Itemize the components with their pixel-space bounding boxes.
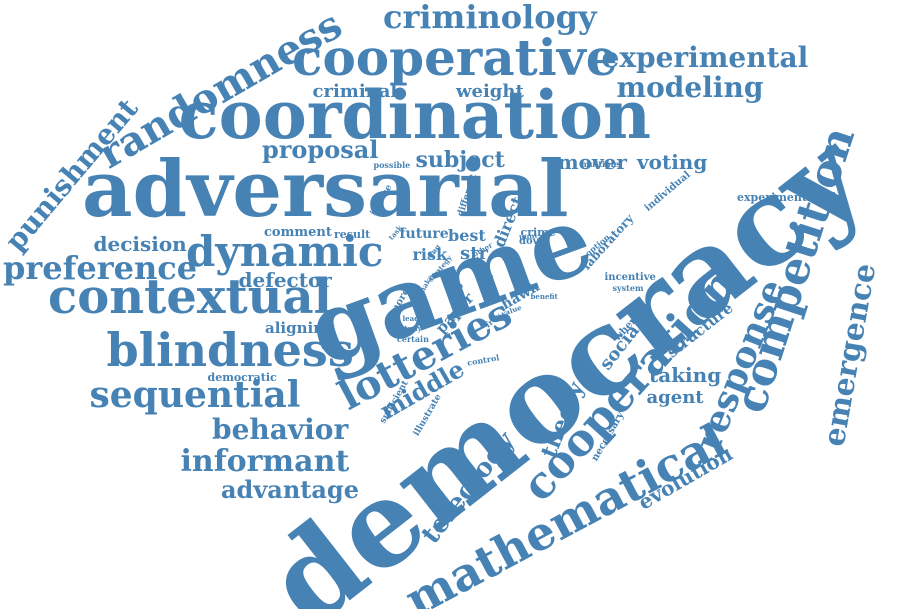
- word-hunt: hunt: [517, 229, 538, 243]
- word-taking: taking: [649, 363, 722, 387]
- word-actor: actor: [437, 266, 458, 276]
- word-agent: agent: [646, 387, 704, 408]
- word-incentive: incentive: [604, 272, 656, 283]
- word-weight: weight: [456, 81, 524, 102]
- word-criminal: criminal: [312, 81, 398, 102]
- word-emergence: emergence: [816, 260, 883, 450]
- word-blindness: blindness: [106, 323, 354, 377]
- word-modeling: modeling: [616, 71, 764, 104]
- word-decision: decision: [93, 232, 187, 256]
- word-result: result: [334, 227, 371, 241]
- word-proposal: proposal: [262, 135, 379, 164]
- word-dynamic: dynamic: [186, 227, 384, 276]
- word-contextual: contextual: [48, 269, 332, 325]
- word-informant: informant: [180, 444, 350, 479]
- word-crime: crime: [520, 225, 556, 239]
- word-certain: certain: [397, 334, 429, 344]
- word-cooperative: cooperative: [292, 28, 618, 87]
- word-subject: subject: [415, 147, 505, 173]
- word-behavior: behavior: [212, 413, 349, 446]
- word-aligning: aligning: [265, 318, 335, 337]
- word-best: best: [448, 226, 486, 245]
- word-comment: comment: [264, 224, 332, 240]
- word-coordination: coordination: [178, 76, 652, 154]
- word-experiment: experiment: [737, 190, 807, 204]
- word-experimental: experimental: [601, 41, 809, 74]
- word-defector: defector: [238, 268, 332, 292]
- word-preference: preference: [3, 249, 198, 287]
- word-last: last: [444, 274, 459, 284]
- word-voting: voting: [637, 150, 708, 174]
- word-str: str: [460, 243, 488, 264]
- word-democratic: democratic: [207, 370, 277, 384]
- word-lead: lead: [402, 313, 420, 323]
- word-future: future: [399, 226, 449, 242]
- word-advantage: advantage: [221, 475, 359, 504]
- word-system: system: [612, 283, 644, 293]
- word-sequential: sequential: [89, 374, 301, 416]
- word-benefit: benefit: [530, 291, 558, 301]
- word-study: study: [400, 323, 422, 333]
- word-multiple: multiple: [581, 159, 619, 169]
- word-criminology: criminology: [383, 0, 597, 36]
- word-mover: mover: [557, 150, 627, 174]
- word-dove: dove: [519, 236, 545, 247]
- word-possible: possible: [373, 160, 411, 170]
- word-risk: risk: [412, 245, 448, 264]
- word-adversarial: adversarial: [82, 144, 569, 235]
